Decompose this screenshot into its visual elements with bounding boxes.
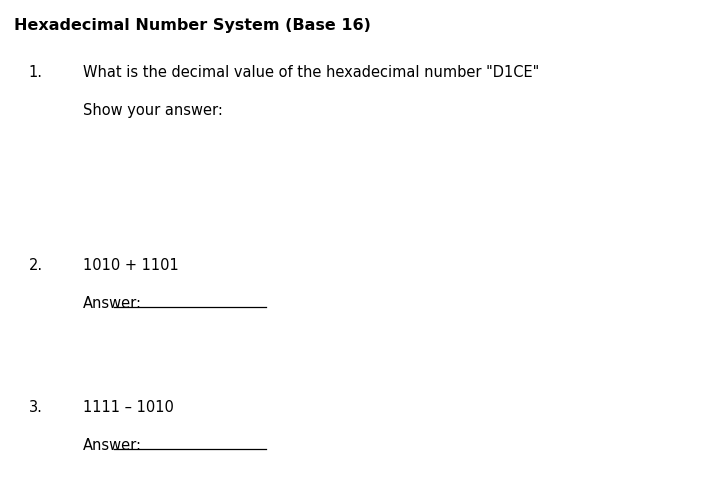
Text: 3.: 3.	[29, 400, 43, 415]
Text: 1010 + 1101: 1010 + 1101	[83, 258, 179, 273]
Text: 1111 – 1010: 1111 – 1010	[83, 400, 174, 415]
Text: Answer:: Answer:	[83, 296, 142, 311]
Text: Show your answer:: Show your answer:	[83, 103, 223, 118]
Text: Answer:: Answer:	[83, 438, 142, 453]
Text: Hexadecimal Number System (Base 16): Hexadecimal Number System (Base 16)	[14, 18, 371, 33]
Text: What is the decimal value of the hexadecimal number "D1CE": What is the decimal value of the hexadec…	[83, 65, 539, 80]
Text: 2.: 2.	[29, 258, 43, 273]
Text: 1.: 1.	[29, 65, 43, 80]
